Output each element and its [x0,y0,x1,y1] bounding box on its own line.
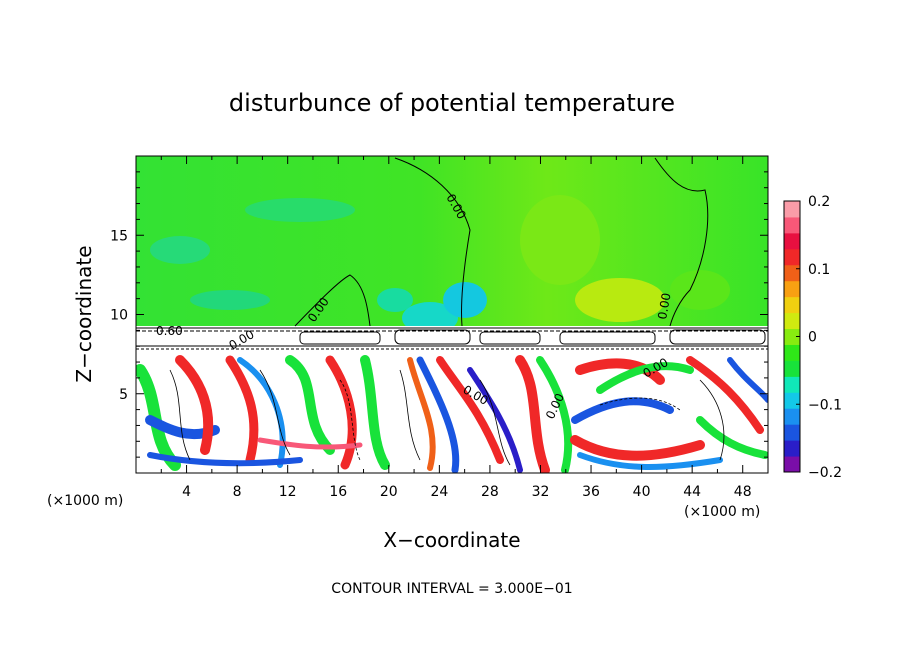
upper-anomalies [150,195,730,334]
interface-lines [136,327,768,350]
x-tick-label: 12 [279,484,297,500]
y-tick-label: 10 [110,308,128,324]
x-tick-label: 24 [430,484,448,500]
x-tick-label: 20 [380,484,398,500]
x-tick-label: 36 [582,484,600,500]
colorbar-tick-label: −0.2 [808,465,842,481]
colorbar-segment [784,344,800,361]
colorbar-tick-label: 0.1 [808,262,830,278]
lower-contours [169,369,725,466]
x-tick-label: 40 [633,484,651,500]
upper-contours [294,157,709,327]
colorbar-tick-label: 0 [808,330,817,346]
colorbar-segment [784,376,800,393]
contour-label: 0.00 [655,292,673,321]
colorbar-segment [784,408,800,425]
x-axis-ticks: 4 8 12 16 20 24 28 32 36 40 44 48 [160,156,752,500]
contour-interval-note: CONTOUR INTERVAL = 3.000E−01 [331,581,572,597]
colorbar-segment [784,328,800,345]
colorbar-segment [784,296,800,314]
colorbar-segment [784,201,800,218]
chart-title: disturbunce of potential temperature [229,89,675,117]
y-axis-ticks: 5 10 15 [110,171,768,458]
plot-field [136,156,768,473]
contour-label: 0.60 [156,324,183,338]
x-tick-label: 44 [683,484,701,500]
colorbar-segment [784,280,800,298]
x-unit-right: (×1000 m) [684,504,760,520]
x-tick-label: 28 [481,484,499,500]
y-tick-label: 15 [110,228,128,244]
colorbar-tick-label: −0.1 [808,397,842,413]
colorbar-segment [784,392,800,409]
colorbar-tick-label: 0.2 [808,194,830,210]
x-tick-label: 48 [734,484,752,500]
colorbar-segment [784,312,800,330]
colorbar-segment [784,232,800,250]
x-axis-label: X−coordinate [383,528,520,552]
x-tick-label: 4 [182,484,191,500]
x-unit-left: (×1000 m) [47,493,123,509]
y-axis-label: Z−coordinate [72,245,96,382]
colorbar-segment [784,440,800,457]
colorbar-ticks: 0.2 0.1 0 −0.1 −0.2 [796,194,842,481]
x-tick-label: 16 [329,484,347,500]
x-tick-label: 32 [532,484,550,500]
colorbar-segment [784,456,800,473]
x-tick-label: 8 [233,484,242,500]
colorbar-segment [784,264,800,282]
colorbar-segment [784,216,800,234]
colorbar-segment [784,248,800,266]
colorbar-segment [784,360,800,377]
y-tick-label: 5 [119,387,128,403]
colorbar-segment [784,424,800,441]
